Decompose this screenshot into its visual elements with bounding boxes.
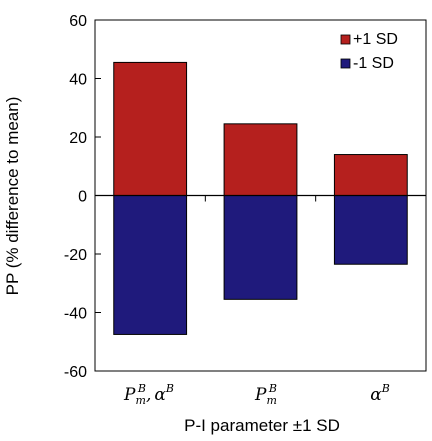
bar-negative-3 xyxy=(333,195,408,265)
bar-negative-2 xyxy=(223,195,298,300)
y-tick-label: 20 xyxy=(69,130,87,147)
bars-positive-series xyxy=(113,61,408,197)
y-tick-label: 0 xyxy=(78,189,87,206)
bar-negative-1 xyxy=(113,195,188,335)
y-tick-label: -60 xyxy=(64,364,87,381)
legend-label-negative: -1 SD xyxy=(353,55,394,72)
y-axis-title: PP (% difference to mean) xyxy=(3,97,22,296)
bar-positive-3 xyxy=(333,154,408,197)
x-axis xyxy=(204,195,317,202)
legend-swatch-positive xyxy=(340,34,351,45)
y-tick-label: -20 xyxy=(64,247,87,264)
y-tick-label: -40 xyxy=(64,306,87,323)
y-tick-label: 60 xyxy=(69,13,87,30)
legend: +1 SD -1 SD xyxy=(340,31,398,72)
category-label-1: PmB, αB xyxy=(123,382,174,407)
x-axis-title: P-I parameter ±1 SD xyxy=(184,416,340,435)
legend-label-positive: +1 SD xyxy=(353,31,398,48)
y-tick-label: 40 xyxy=(69,72,87,89)
legend-swatch-negative xyxy=(340,58,351,69)
y-axis: -60 -40 -20 0 20 40 60 xyxy=(64,13,101,381)
category-label-3: αB xyxy=(370,382,390,405)
bars-negative-series xyxy=(113,195,408,335)
category-label-2: PmB xyxy=(254,382,277,407)
bar-positive-2 xyxy=(223,123,298,196)
bar-positive-1 xyxy=(113,61,188,196)
